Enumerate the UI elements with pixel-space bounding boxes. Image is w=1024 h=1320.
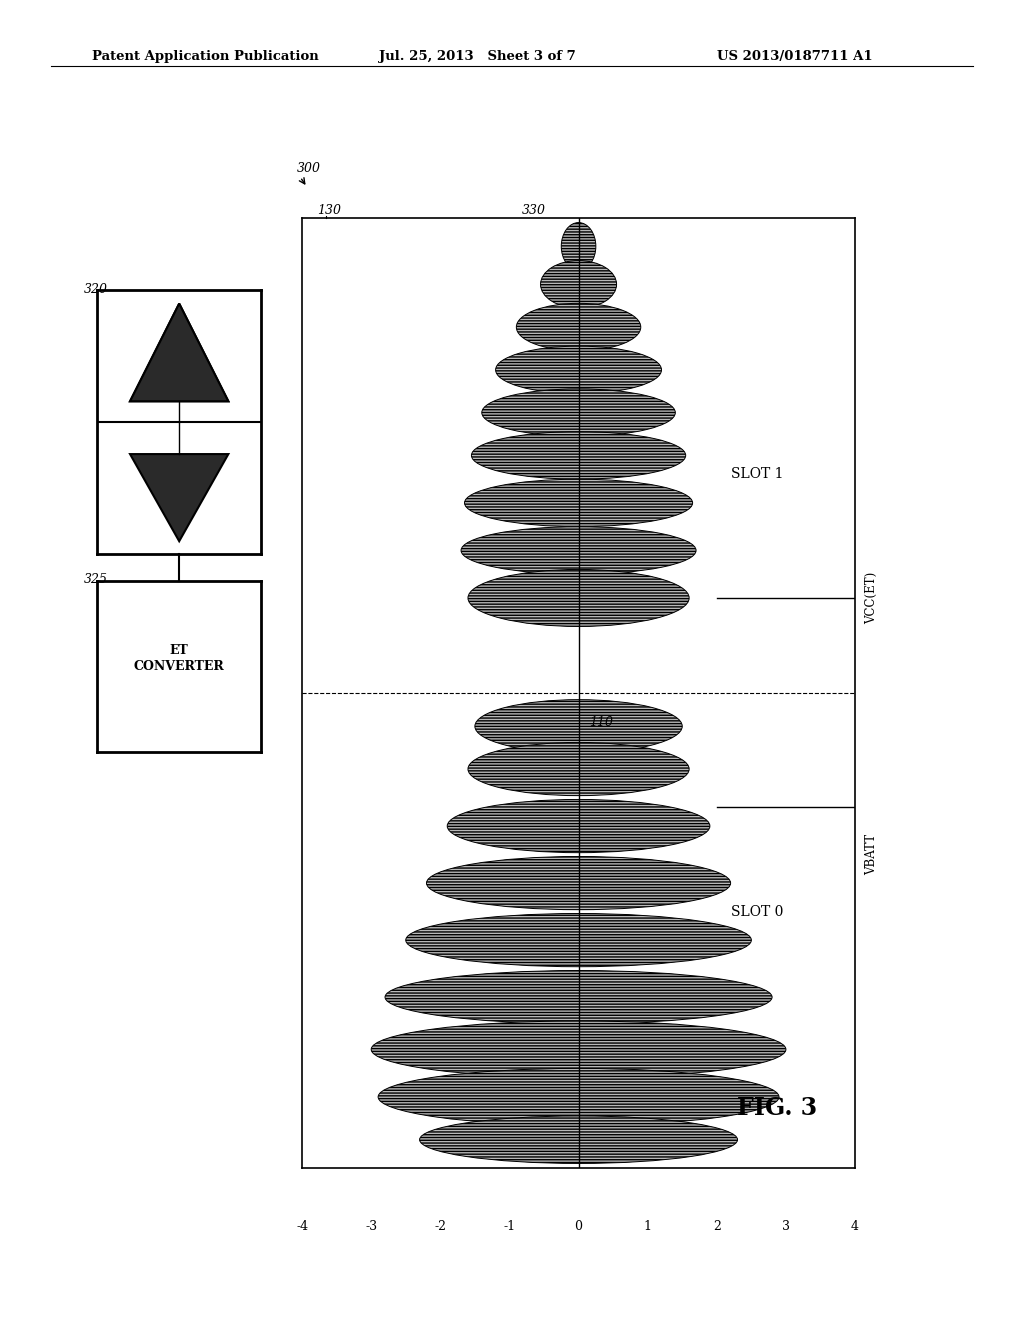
Ellipse shape [541, 260, 616, 308]
Text: VCC(ET): VCC(ET) [865, 572, 879, 624]
Text: -1: -1 [504, 1221, 515, 1233]
Polygon shape [130, 304, 228, 401]
Ellipse shape [561, 223, 596, 271]
Ellipse shape [447, 800, 710, 853]
Text: -3: -3 [366, 1221, 377, 1233]
Text: Patent Application Publication: Patent Application Publication [92, 50, 318, 63]
Text: Jul. 25, 2013   Sheet 3 of 7: Jul. 25, 2013 Sheet 3 of 7 [379, 50, 575, 63]
Text: 300: 300 [297, 161, 321, 174]
Text: 330: 330 [522, 203, 546, 216]
Polygon shape [130, 454, 228, 541]
Ellipse shape [406, 913, 752, 966]
Text: 325: 325 [84, 573, 108, 586]
Polygon shape [130, 304, 228, 401]
Ellipse shape [516, 304, 641, 351]
Ellipse shape [475, 700, 682, 752]
Text: 130: 130 [317, 203, 341, 216]
Text: 4: 4 [851, 1221, 859, 1233]
Ellipse shape [371, 1020, 786, 1078]
Ellipse shape [468, 569, 689, 627]
Text: 110: 110 [589, 715, 612, 729]
Text: ET
CONVERTER: ET CONVERTER [134, 644, 224, 672]
Text: US 2013/0187711 A1: US 2013/0187711 A1 [717, 50, 872, 63]
Text: 1: 1 [644, 1221, 651, 1233]
Ellipse shape [496, 346, 662, 393]
Text: 0: 0 [574, 1221, 583, 1233]
Ellipse shape [385, 970, 772, 1024]
Text: -2: -2 [434, 1221, 446, 1233]
Text: SLOT 0: SLOT 0 [731, 904, 783, 919]
Text: -4: -4 [296, 1221, 308, 1233]
Text: 320: 320 [84, 282, 108, 296]
Ellipse shape [378, 1068, 779, 1126]
Text: VBATT: VBATT [865, 834, 879, 875]
Ellipse shape [420, 1115, 737, 1163]
Text: FIG. 3: FIG. 3 [737, 1097, 817, 1121]
Ellipse shape [465, 479, 692, 527]
Text: 2: 2 [713, 1221, 721, 1233]
Text: SLOT 1: SLOT 1 [731, 467, 783, 482]
Ellipse shape [426, 857, 731, 909]
Ellipse shape [468, 742, 689, 796]
Ellipse shape [471, 432, 686, 479]
Text: 3: 3 [782, 1221, 790, 1233]
Ellipse shape [461, 527, 696, 574]
Ellipse shape [481, 389, 676, 437]
